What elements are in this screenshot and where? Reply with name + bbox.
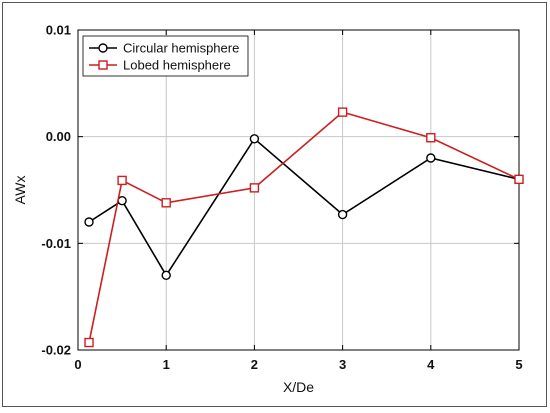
series-line <box>88 111 520 343</box>
data-point <box>161 198 171 208</box>
plot-area <box>77 29 520 351</box>
data-point <box>84 217 94 227</box>
series-1 <box>84 134 524 281</box>
series-layer <box>84 107 524 348</box>
chart: 0 1 2 3 4 5 -0.02 -0.01 0.00 0.01 Circular hemisp… <box>12 23 524 395</box>
x-axis-label: X/De <box>283 379 314 395</box>
y-tick-label: 0.01 <box>46 23 71 38</box>
y-tick-label: -0.01 <box>41 236 71 251</box>
data-point <box>117 175 127 186</box>
data-point <box>249 134 260 144</box>
data-point <box>249 183 260 193</box>
legend-item: Lobed hemisphere <box>89 58 231 73</box>
x-tick-label: 5 <box>515 357 522 372</box>
series-line <box>88 137 520 277</box>
y-tick-label: -0.02 <box>41 343 71 358</box>
legend-items: Circular hemisphere Lobed hemisphere <box>89 41 239 73</box>
legend-item: Circular hemisphere <box>89 41 239 56</box>
legend-label: Circular hemisphere <box>123 41 239 56</box>
legend-swatch-marker <box>98 43 108 53</box>
axis-ticks: 0 1 2 3 4 5 -0.02 -0.01 0.00 0.01 <box>41 23 522 373</box>
y-axis-label: AWx <box>12 175 28 204</box>
figure-frame: 0 1 2 3 4 5 -0.02 -0.01 0.00 0.01 Circular hemisp… <box>2 2 547 407</box>
legend: Circular hemisphere Lobed hemisphere <box>82 35 249 77</box>
data-point <box>426 153 436 163</box>
x-tick-label: 1 <box>163 357 170 372</box>
x-tick-label: 0 <box>74 357 81 372</box>
data-point <box>337 107 348 117</box>
series-2 <box>84 107 524 348</box>
data-point <box>161 270 171 281</box>
x-tick-label: 3 <box>339 357 346 372</box>
data-point <box>426 133 436 143</box>
legend-label: Lobed hemisphere <box>123 58 231 73</box>
legend-box <box>82 35 249 77</box>
data-point <box>84 337 94 348</box>
data-point <box>337 209 348 220</box>
data-point <box>514 174 524 185</box>
legend-swatch-marker <box>98 60 108 70</box>
y-tick-label: 0.00 <box>46 129 71 144</box>
x-tick-label: 4 <box>427 357 435 372</box>
x-tick-label: 2 <box>251 357 258 372</box>
grid <box>77 29 520 351</box>
